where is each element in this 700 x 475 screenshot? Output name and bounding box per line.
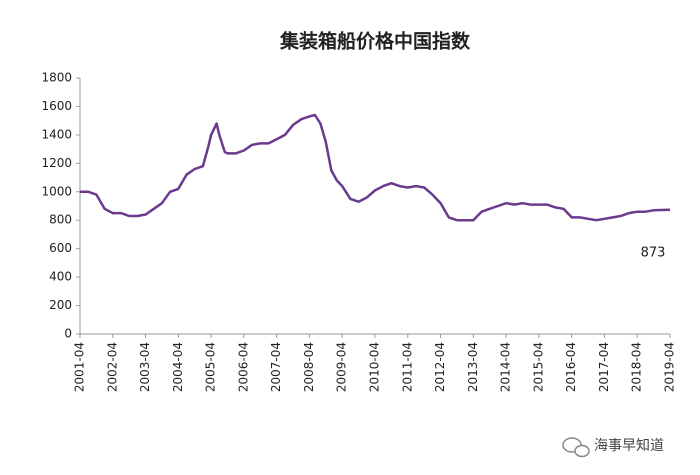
x-tick-label: 2002-04: [105, 342, 119, 392]
x-tick-label: 2016-04: [564, 342, 578, 392]
x-tick-label: 2006-04: [236, 342, 250, 392]
y-tick-label: 1800: [41, 71, 72, 85]
y-tick-label: 200: [49, 298, 72, 312]
x-tick-label: 2012-04: [433, 342, 447, 392]
x-tick-label: 2007-04: [269, 342, 283, 392]
x-tick-label: 2003-04: [138, 342, 152, 392]
x-tick-label: 2015-04: [531, 342, 545, 392]
x-tick-label: 2014-04: [499, 342, 513, 392]
y-tick-label: 800: [49, 213, 72, 227]
y-tick-label: 400: [49, 270, 72, 284]
y-tick-label: 600: [49, 241, 72, 255]
watermark: 海事早知道: [594, 437, 664, 454]
y-tick-label: 1600: [41, 99, 72, 113]
x-tick-label: 2009-04: [335, 342, 349, 392]
y-tick-label: 1000: [41, 184, 72, 198]
y-tick-label: 1400: [41, 127, 72, 141]
line: [80, 113, 671, 222]
x-tick-label: 2001-04: [73, 342, 87, 392]
x-tick-label: 2019-04: [663, 342, 677, 392]
watermark-icon: [562, 437, 590, 458]
x-tick-label: 2005-04: [204, 342, 218, 392]
y-tick-label: 1200: [41, 156, 72, 170]
x-tick-label: 2010-04: [368, 342, 382, 392]
x-tick-label: 2008-04: [302, 342, 316, 392]
y-tick-label: 0: [64, 327, 72, 341]
annotation: 873: [641, 246, 666, 261]
chart-title: 集装箱船价格中国指数: [279, 30, 471, 53]
x-tick-label: 2004-04: [171, 342, 185, 392]
x-tick-label: 2011-04: [400, 342, 414, 392]
x-tick-label: 2013-04: [466, 342, 480, 392]
x-tick-label: 2018-04: [630, 342, 644, 392]
x-tick-label: 2017-04: [597, 342, 611, 392]
